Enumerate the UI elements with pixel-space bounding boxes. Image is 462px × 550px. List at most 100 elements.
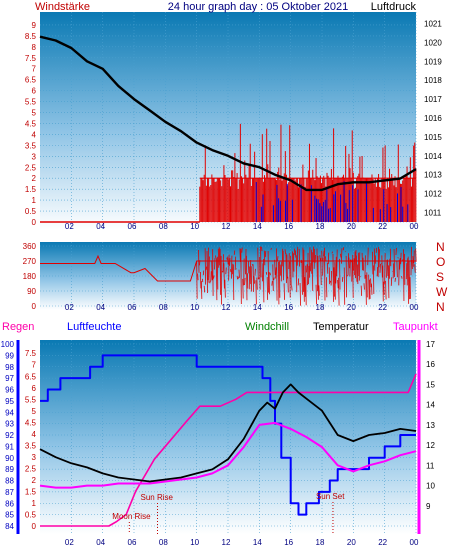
y-tick-wind: 7.5: [25, 54, 37, 63]
annotations: Sun Rise Sun Set Moon Rise: [112, 492, 345, 534]
y-tick-wind: 5: [32, 109, 37, 118]
y-tick-humidity: 85: [5, 511, 14, 520]
y-tick-pressure: 1014: [424, 152, 442, 161]
y-tick-compass: N: [436, 300, 445, 314]
x-tick-wind: 18: [316, 222, 325, 231]
x-tick-direction: 16: [284, 303, 293, 312]
y-tick-wind: 9: [32, 21, 37, 30]
legend-temperatur: Temperatur: [313, 321, 369, 333]
y-tick-wind: 8: [32, 43, 37, 52]
x-tick-direction: 08: [159, 303, 168, 312]
y-tick-direction: 0: [32, 302, 37, 311]
y-tick-temperature: 13: [426, 421, 435, 430]
x-tick-temperature: 00: [410, 538, 419, 547]
y-tick-temperature: 11: [426, 461, 435, 470]
y-tick-direction: 180: [23, 272, 37, 281]
legend-regen: Regen: [2, 321, 34, 333]
y-tick-humidity: 97: [5, 374, 14, 383]
y-tick-temperature: 12: [426, 441, 435, 450]
x-tick-temperature: 04: [96, 538, 105, 547]
x-tick-wind: 14: [253, 222, 262, 231]
y-tick-temperature: 14: [426, 401, 435, 410]
y-tick-wind: 4.5: [25, 119, 37, 128]
annotation-label: Moon Rise: [112, 512, 151, 521]
y-tick-rain: 7: [32, 361, 37, 370]
x-tick-direction: 10: [190, 303, 199, 312]
y-tick-wind: 3.5: [25, 141, 37, 150]
x-tick-direction: 22: [378, 303, 387, 312]
y-tick-rain: 6: [32, 384, 37, 393]
y-tick-wind: 8.5: [25, 32, 37, 41]
y-tick-pressure: 1012: [424, 190, 442, 199]
x-tick-temperature: 22: [378, 538, 387, 547]
pressure-line: [39, 35, 417, 192]
y-tick-pressure: 1015: [424, 133, 442, 142]
y-tick-rain: 3.5: [25, 441, 37, 450]
x-tick-wind: 22: [378, 222, 387, 231]
x-tick-direction: 06: [128, 303, 137, 312]
x-tick-direction: 02: [65, 303, 74, 312]
y-tick-humidity: 96: [5, 386, 14, 395]
y-tick-rain: 4: [32, 430, 37, 439]
x-tick-temperature: 08: [159, 538, 168, 547]
direction-line: [40, 254, 416, 282]
y-tick-compass: W: [436, 285, 448, 299]
x-tick-temperature: 02: [65, 538, 74, 547]
y-tick-rain: 2: [32, 476, 37, 485]
y-tick-pressure: 1016: [424, 114, 442, 123]
y-tick-wind: 3: [32, 152, 37, 161]
direction-variations: [196, 246, 417, 306]
y-tick-rain: 0.5: [25, 510, 37, 519]
axis-ticks: 00.511.522.533.544.555.566.577.588.59101…: [1, 19, 448, 547]
header-windstaerke: Windstärke: [35, 1, 90, 13]
temperature-line: [39, 383, 417, 483]
y-tick-wind: 1: [32, 196, 37, 205]
x-tick-wind: 06: [128, 222, 137, 231]
y-tick-rain: 6.5: [25, 372, 37, 381]
y-tick-rain: 7.5: [25, 349, 37, 358]
x-tick-temperature: 18: [316, 538, 325, 547]
y-tick-direction: 270: [23, 257, 37, 266]
y-tick-rain: 1: [32, 499, 37, 508]
x-tick-direction: 12: [222, 303, 231, 312]
y-tick-humidity: 88: [5, 477, 14, 486]
header-luftdruck: Luftdruck: [371, 1, 417, 13]
y-tick-rain: 2.5: [25, 464, 37, 473]
x-tick-direction: 20: [347, 303, 356, 312]
legend-taupunkt: Taupunkt: [393, 321, 438, 333]
y-tick-rain: 5: [32, 407, 37, 416]
x-tick-direction: 00: [410, 303, 419, 312]
y-tick-pressure: 1011: [424, 209, 442, 218]
y-tick-compass: N: [436, 240, 445, 254]
y-tick-wind: 2.5: [25, 163, 37, 172]
x-tick-temperature: 20: [347, 538, 356, 547]
y-tick-humidity: 98: [5, 363, 14, 372]
y-tick-wind: 0: [32, 218, 37, 227]
y-tick-temperature: 10: [426, 482, 435, 491]
x-tick-wind: 04: [96, 222, 105, 231]
y-tick-humidity: 100: [1, 340, 15, 349]
y-tick-temperature: 17: [426, 340, 435, 349]
y-tick-compass: S: [436, 270, 444, 284]
y-tick-wind: 0.5: [25, 207, 37, 216]
y-tick-humidity: 93: [5, 420, 14, 429]
header-title: 24 hour graph day : 05 Oktober 2021: [168, 1, 348, 13]
data-marks: [39, 35, 417, 527]
y-tick-humidity: 95: [5, 397, 14, 406]
y-tick-wind: 4: [32, 130, 37, 139]
x-tick-wind: 00: [410, 222, 419, 231]
y-tick-wind: 6.5: [25, 76, 37, 85]
y-tick-temperature: 16: [426, 360, 435, 369]
y-tick-rain: 4.5: [25, 418, 37, 427]
y-tick-humidity: 89: [5, 465, 14, 474]
x-tick-wind: 02: [65, 222, 74, 231]
y-tick-humidity: 94: [5, 408, 14, 417]
x-tick-temperature: 12: [222, 538, 231, 547]
x-tick-wind: 20: [347, 222, 356, 231]
x-tick-temperature: 14: [253, 538, 262, 547]
dewpoint-line: [39, 421, 417, 489]
y-tick-wind: 1.5: [25, 185, 37, 194]
y-tick-humidity: 86: [5, 499, 14, 508]
humidity-line: [40, 354, 416, 516]
y-tick-humidity: 91: [5, 442, 14, 451]
